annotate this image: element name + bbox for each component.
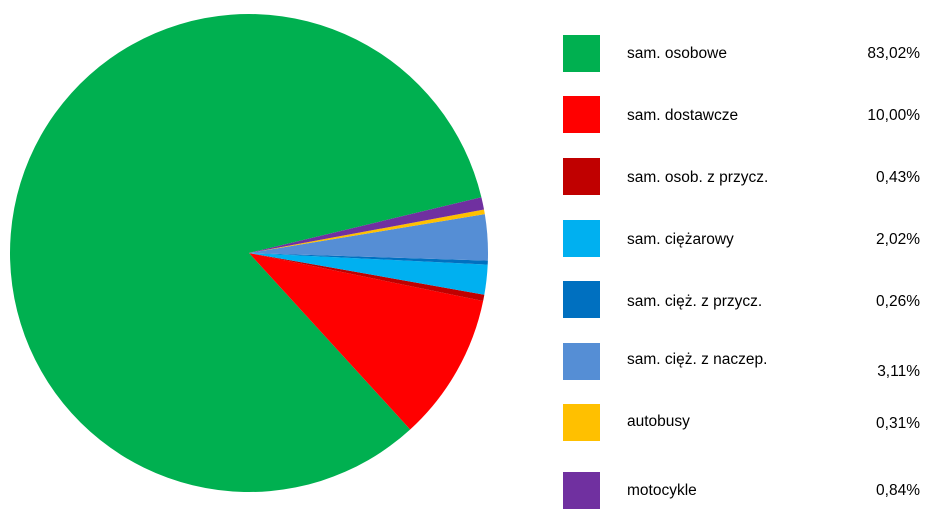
legend-swatch-sam-osobowe bbox=[563, 35, 600, 72]
legend-label-sam-ciez-z-przycz: sam. cięż. z przycz. bbox=[627, 293, 763, 310]
pie-slice-sam-ciez-z-naczep bbox=[249, 214, 488, 261]
legend-label-autobusy: autobusy bbox=[627, 413, 690, 430]
legend-swatch-sam-osob-z-przycz bbox=[563, 158, 600, 195]
legend-label-sam-dostawcze: sam. dostawcze bbox=[627, 107, 739, 124]
legend-value-sam-osob-z-przycz: 0,43% bbox=[876, 169, 920, 186]
legend-label-sam-ciez-z-naczep: sam. cięż. z naczep. bbox=[627, 351, 768, 368]
legend-label-sam-ciezarowy: sam. ciężarowy bbox=[627, 231, 734, 248]
legend-value-sam-dostawcze: 10,00% bbox=[867, 107, 920, 124]
legend-value-motocykle: 0,84% bbox=[876, 482, 920, 499]
legend-swatch-autobusy bbox=[563, 404, 600, 441]
legend-value-sam-ciez-z-przycz: 0,26% bbox=[876, 293, 920, 310]
legend-swatch-sam-ciezarowy bbox=[563, 220, 600, 257]
legend-swatch-sam-ciez-z-naczep bbox=[563, 343, 600, 380]
legend-label-sam-osob-z-przycz: sam. osob. z przycz. bbox=[627, 169, 769, 186]
pie-slice-autobusy bbox=[249, 209, 485, 253]
pie-slice-sam-ciez-z-przycz bbox=[249, 253, 488, 265]
pie-slice-sam-osob-z-przycz bbox=[249, 253, 485, 302]
legend-label-motocykle: motocykle bbox=[627, 482, 697, 499]
legend-value-autobusy: 0,31% bbox=[876, 415, 920, 432]
legend-swatch-motocykle bbox=[563, 472, 600, 509]
legend-label-sam-osobowe: sam. osobowe bbox=[627, 45, 727, 62]
legend-value-sam-ciezarowy: 2,02% bbox=[876, 231, 920, 248]
legend-value-sam-ciez-z-naczep: 3,11% bbox=[877, 363, 920, 380]
pie-slice-sam-ciezarowy bbox=[249, 253, 488, 295]
legend-swatch-sam-dostawcze bbox=[563, 96, 600, 133]
pie-slice-sam-dostawcze bbox=[249, 253, 484, 430]
legend-value-sam-osobowe: 83,02% bbox=[867, 45, 920, 62]
legend-swatch-sam-ciez-z-przycz bbox=[563, 281, 600, 318]
pie-slice-motocykle bbox=[249, 197, 485, 253]
pie-chart bbox=[10, 13, 488, 493]
pie-slice-sam-osobowe bbox=[10, 13, 482, 493]
